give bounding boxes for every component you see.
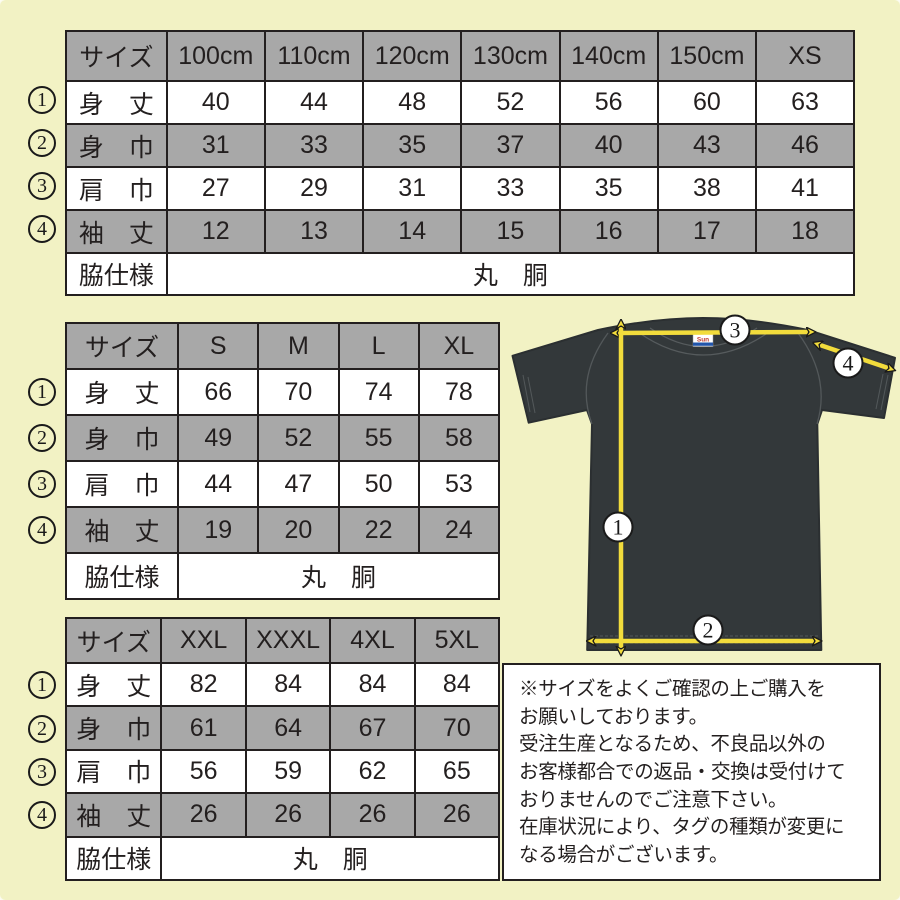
svg-text:Sun: Sun <box>697 337 709 344</box>
